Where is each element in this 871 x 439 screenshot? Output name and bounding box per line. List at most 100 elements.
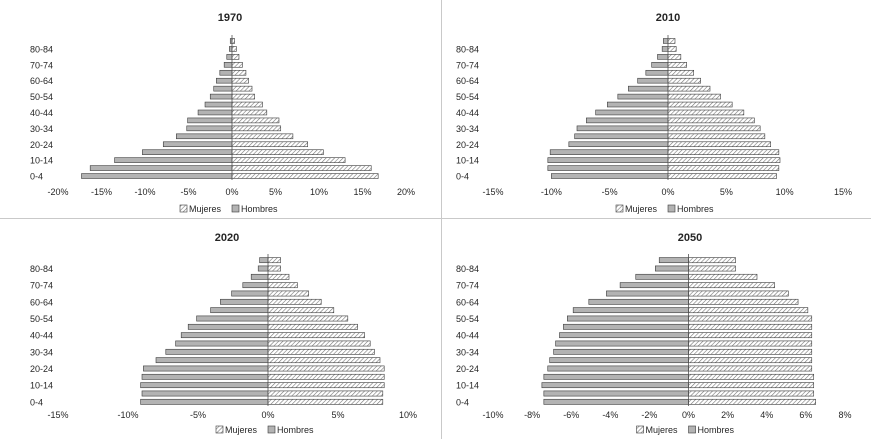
bar-hombres [657,54,669,60]
bar-hombres [209,93,233,100]
legend-label-hombres: Hombres [677,204,714,214]
bar-hombres [619,282,689,289]
bar-hombres [213,85,233,92]
bar-mujeres [231,101,263,108]
chart-title: 2010 [656,12,680,24]
age-tick-label: 60-64 [456,297,479,307]
chart-2050: 2050 0-4 10-14 20-24 30-34 40-44 50-54 60-64 70-… [456,232,852,435]
bar-hombres [661,46,669,52]
bar-hombres [155,357,269,364]
bar-mujeres [667,173,777,179]
bar-hombres [187,117,233,124]
x-tick-label: 0% [225,187,238,197]
bar-hombres [588,298,689,305]
bar-hombres [187,323,269,330]
bar-hombres [559,332,689,339]
x-tick-label: 5% [331,410,344,420]
x-tick-label: -10% [134,187,155,197]
age-tick-label: 20-24 [30,364,53,374]
age-tick-label: 30-34 [456,124,479,134]
x-tick-label: -10% [541,187,562,197]
legend: Mujeres Hombres [636,425,735,435]
chart-title: 1970 [218,12,242,24]
bar-mujeres [267,348,375,355]
legend-swatch-hombres [667,204,676,213]
bar-hombres [210,307,269,314]
x-tick-label: 10% [310,187,328,197]
bar-hombres [572,307,689,314]
bar-mujeres [267,298,322,305]
bar-mujeres [267,398,384,405]
bar-mujeres [688,307,809,314]
age-tick-label: 30-34 [30,124,53,134]
legend-label-hombres: Hombres [241,204,278,214]
age-tick-label: 30-34 [456,347,479,357]
x-tick-label: -15% [482,187,503,197]
age-tick-label: 40-44 [30,331,53,341]
x-tick-label: 0% [261,410,274,420]
bar-hombres [617,93,669,100]
bar-hombres [114,157,233,163]
age-tick-label: 10-14 [456,381,479,391]
bar-mujeres [667,149,780,155]
bar-mujeres [688,332,813,339]
bar-hombres [140,382,269,389]
bar-mujeres [231,165,372,171]
bar-hombres [141,373,269,380]
age-tick-label: 0-4 [30,397,43,407]
bar-mujeres [688,382,815,389]
bar-mujeres [667,117,755,124]
bar-hombres [175,340,269,347]
bar-hombres [250,273,269,280]
bar-hombres [543,390,689,397]
bar-mujeres [267,323,358,330]
bar-hombres [563,323,689,330]
bar-hombres [607,101,669,108]
age-tick-label: 60-64 [30,297,53,307]
bar-hombres [257,265,269,272]
bar-hombres [551,173,669,179]
bar-mujeres [231,141,308,148]
bar-mujeres [667,46,677,52]
bar-hombres [176,133,233,140]
x-tick-label: 0% [682,410,695,420]
age-tick-label: 30-34 [30,347,53,357]
vertical-divider [441,0,442,439]
chart-title: 2050 [678,232,702,244]
chart-2010: 2010 0-4 10-14 20-24 30-34 40-44 50-54 60-64 70-… [456,12,852,214]
age-tick-label: 20-24 [456,364,479,374]
bar-mujeres [667,125,761,132]
bar-hombres [226,54,233,60]
bar-hombres [219,69,233,76]
bar-mujeres [688,390,815,397]
bar-hombres [204,101,233,108]
bar-hombres [549,357,689,364]
bar-mujeres [267,340,371,347]
bar-mujeres [267,382,385,389]
bar-hombres [220,298,269,305]
bar-mujeres [667,38,676,44]
bar-mujeres [231,125,282,132]
legend-swatch-mujeres [636,425,644,434]
legend-label-hombres: Hombres [698,425,735,435]
x-tick-label: 5% [720,187,733,197]
bar-hombres [553,348,689,355]
bar-mujeres [688,398,816,405]
bar-mujeres [231,46,237,52]
bar-mujeres [267,307,335,314]
bar-mujeres [667,165,780,171]
bar-mujeres [267,357,381,364]
bar-hombres [595,109,669,116]
bar-mujeres [231,77,249,84]
bar-mujeres [667,93,721,100]
bar-hombres [543,373,689,380]
bar-mujeres [231,173,379,179]
bar-mujeres [267,315,349,322]
bar-hombres [606,290,689,297]
age-tick-label: 60-64 [30,76,53,86]
bar-hombres [547,365,689,372]
x-tick-label: 2% [721,410,734,420]
x-tick-label: 6% [799,410,812,420]
age-tick-label: 10-14 [30,156,53,166]
legend-swatch-hombres [267,425,276,434]
